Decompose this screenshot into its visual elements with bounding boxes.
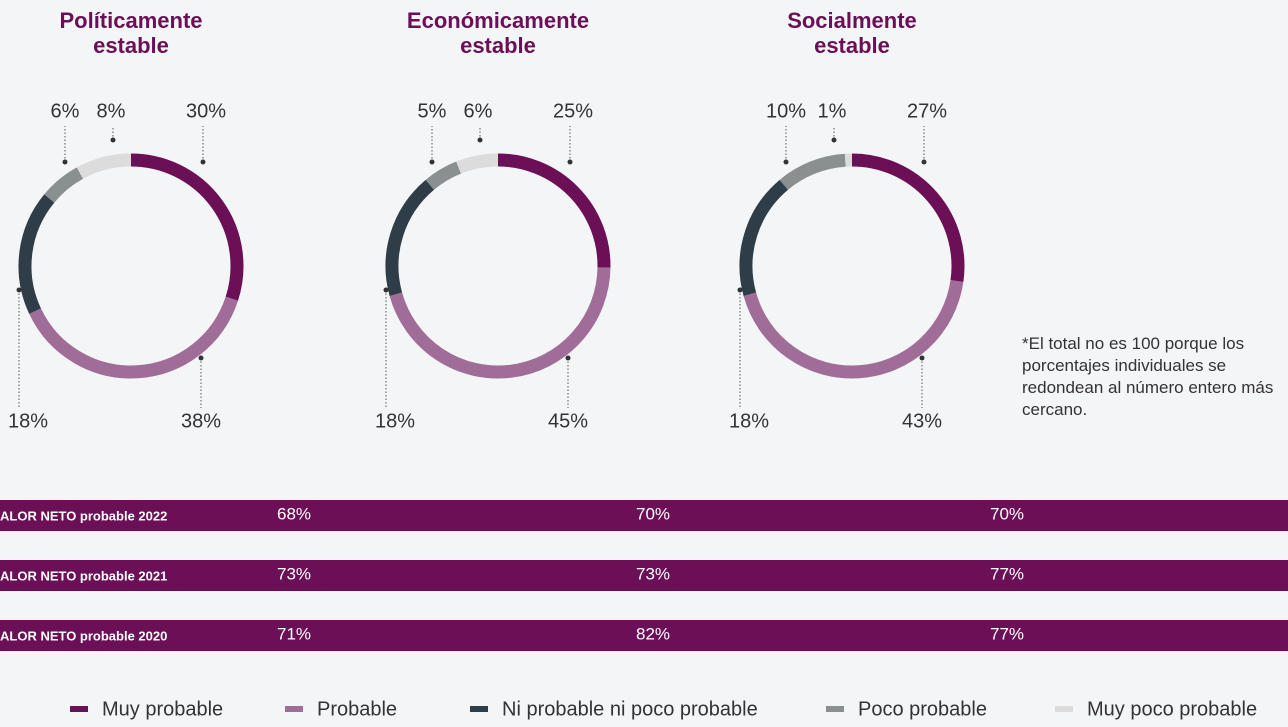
net-value: 73% [277, 564, 311, 583]
net-value: 77% [990, 624, 1024, 643]
data-label: 18% [375, 410, 415, 432]
leader-dot [110, 137, 116, 143]
data-label: 18% [729, 410, 769, 432]
donut-segment [851, 153, 965, 283]
data-label: 30% [186, 100, 226, 122]
legend-swatch [826, 706, 844, 712]
net-value-label: ALOR NETO probable 2022 [0, 508, 167, 523]
net-value: 82% [636, 624, 670, 643]
donut-segment [18, 194, 55, 314]
donut-segment [385, 179, 435, 296]
footnote: *El total no es 100 porque los porcentaj… [1022, 334, 1274, 419]
net-value: 71% [277, 624, 311, 643]
legend-label: Ni probable ni poco probable [502, 698, 758, 720]
leader-dot [62, 159, 68, 165]
net-value: 70% [636, 504, 670, 523]
net-value: 68% [277, 504, 311, 523]
donut-segment [425, 161, 462, 190]
donut-segment [76, 153, 132, 179]
legend-label: Probable [317, 698, 397, 720]
data-label: 18% [8, 410, 48, 432]
legend-swatch [470, 706, 488, 712]
data-label: 10% [766, 100, 806, 122]
donut-segment [743, 280, 964, 379]
net-value-band [0, 560, 1288, 591]
legend-swatch [70, 706, 88, 712]
chart-title: Políticamente estable [59, 8, 203, 58]
donut-segment [130, 153, 244, 301]
leader-dot [198, 355, 204, 361]
legend-swatch [285, 706, 303, 712]
data-label: 38% [181, 410, 221, 432]
donut-segment [389, 267, 611, 379]
data-label: 45% [548, 410, 588, 432]
leader-dot [783, 159, 789, 165]
data-label: 6% [464, 100, 493, 122]
net-value-label: ALOR NETO probable 2020 [0, 628, 167, 643]
legend-label: Muy poco probable [1087, 698, 1257, 720]
leader-dot [921, 159, 927, 165]
leader-dot [831, 137, 837, 143]
data-label: 8% [97, 100, 126, 122]
net-value: 70% [990, 504, 1024, 523]
net-value-band [0, 500, 1288, 531]
donut-segment [497, 153, 611, 268]
data-label: 27% [907, 100, 947, 122]
donut-segment [779, 153, 846, 190]
donut-segment [456, 153, 499, 174]
donut-segment [739, 179, 789, 296]
data-label: 5% [418, 100, 447, 122]
leader-dot [200, 159, 206, 165]
leader-dot [919, 355, 925, 361]
leader-dot [16, 287, 22, 293]
net-value-band [0, 620, 1288, 651]
data-label: 1% [818, 100, 847, 122]
net-value: 77% [990, 564, 1024, 583]
leader-dot [737, 287, 743, 293]
legend-swatch [1055, 706, 1073, 712]
leader-dot [383, 287, 389, 293]
net-value-label: ALOR NETO probable 2021 [0, 568, 167, 583]
leader-dot [567, 159, 573, 165]
leader-dot [477, 137, 483, 143]
donut-segment [29, 296, 238, 379]
data-label: 25% [553, 100, 593, 122]
data-label: 43% [902, 410, 942, 432]
net-value: 73% [636, 564, 670, 583]
chart-title: Socialmente estable [787, 8, 917, 58]
donut-segment [44, 167, 84, 203]
leader-dot [429, 159, 435, 165]
data-label: 6% [51, 100, 80, 122]
chart-title: Económicamente estable [406, 8, 590, 58]
legend-label: Muy probable [102, 698, 223, 720]
leader-dot [565, 355, 571, 361]
legend-label: Poco probable [858, 698, 987, 720]
